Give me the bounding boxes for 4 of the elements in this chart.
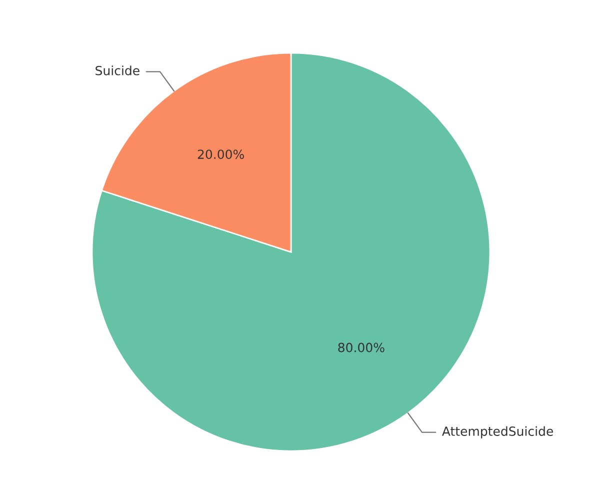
- data-label: 80.00%: [338, 342, 384, 352]
- slice-label: Suicide: [96, 66, 140, 76]
- slice-label: AttemptedSuicide: [442, 426, 554, 438]
- data-label: 20.00%: [198, 150, 244, 160]
